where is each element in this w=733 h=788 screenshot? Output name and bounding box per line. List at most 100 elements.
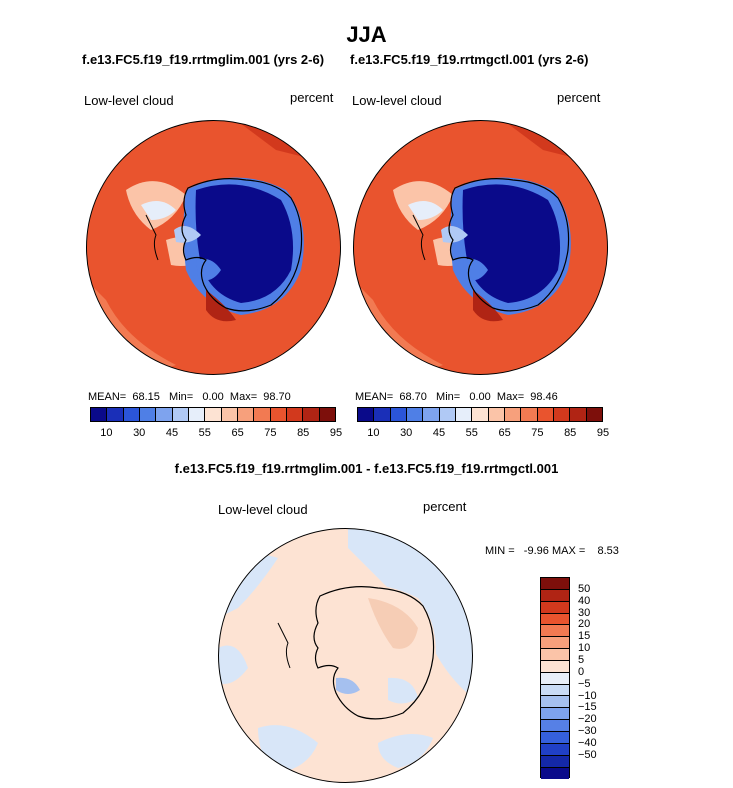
right-units-label: percent <box>557 90 601 105</box>
colorbar-swatch <box>541 767 569 780</box>
colorbar-tick-label: 45 <box>165 427 179 439</box>
colorbar-swatch <box>188 408 206 421</box>
colorbar-swatch <box>570 408 587 421</box>
left-variable-label: Low-level cloud <box>84 93 174 108</box>
right-stats: MEAN= 68.70 Min= 0.00 Max= 98.46 <box>355 391 558 403</box>
left-colorbar <box>90 407 336 422</box>
colorbar-swatch <box>541 731 569 744</box>
diff-units-label: percent <box>423 499 467 514</box>
left-panel-title: f.e13.FC5.f19_f19.rrtmglim.001 (yrs 2-6) <box>82 52 325 67</box>
right-mean-label: MEAN= <box>355 391 394 403</box>
colorbar-swatch <box>270 408 287 421</box>
right-max-label: Max= <box>496 391 525 403</box>
colorbar-swatch <box>541 601 569 614</box>
right-mean-value: 68.70 <box>399 391 427 403</box>
colorbar-swatch <box>156 408 173 421</box>
colorbar-swatch <box>586 408 602 421</box>
colorbar-tick-label: 30 <box>133 427 146 439</box>
diff-polar-map <box>218 528 473 783</box>
colorbar-swatch <box>423 408 440 421</box>
colorbar-swatch <box>541 578 569 590</box>
colorbar-swatch <box>91 408 108 421</box>
colorbar-swatch <box>390 408 407 421</box>
left-mean-label: MEAN= <box>88 391 127 403</box>
colorbar-swatch <box>139 408 157 421</box>
colorbar-swatch <box>541 708 569 721</box>
left-polar-map <box>86 120 341 375</box>
diff-colorbar <box>540 577 570 780</box>
colorbar-tick-label: −10 <box>578 689 597 702</box>
colorbar-swatch <box>254 408 271 421</box>
colorbar-tick-label: −40 <box>578 736 597 749</box>
colorbar-swatch <box>541 672 569 685</box>
colorbar-tick-label: −50 <box>578 748 597 761</box>
colorbar-swatch <box>303 408 320 421</box>
diff-panel-title: f.e13.FC5.f19_f19.rrtmglim.001 - f.e13.F… <box>174 461 559 476</box>
colorbar-swatch <box>488 408 505 421</box>
colorbar-tick-label: 65 <box>498 427 511 439</box>
colorbar-tick-label: −15 <box>578 701 597 714</box>
colorbar-swatch <box>537 408 554 421</box>
colorbar-tick-label: 65 <box>231 427 244 439</box>
colorbar-swatch <box>439 408 456 421</box>
colorbar-tick-label: 10 <box>367 427 380 439</box>
colorbar-tick-label: 55 <box>198 427 211 439</box>
colorbar-tick-label: −5 <box>578 677 591 690</box>
right-panel-title: f.e13.FC5.f19_f19.rrtmgctl.001 (yrs 2-6) <box>350 52 589 67</box>
colorbar-swatch <box>319 408 335 421</box>
colorbar-swatch <box>541 649 569 661</box>
left-min-label: Min= <box>169 391 194 403</box>
colorbar-swatch <box>172 408 189 421</box>
left-max-label: Max= <box>229 391 258 403</box>
colorbar-swatch <box>541 755 569 768</box>
right-min-label: Min= <box>436 391 461 403</box>
diff-variable-label: Low-level cloud <box>218 502 308 517</box>
colorbar-tick-label: 30 <box>578 606 591 619</box>
colorbar-swatch <box>237 408 255 421</box>
colorbar-tick-label: 45 <box>432 427 446 439</box>
colorbar-swatch <box>205 408 222 421</box>
colorbar-swatch <box>541 637 569 650</box>
colorbar-tick-label: 95 <box>596 427 610 439</box>
left-units-label: percent <box>290 90 334 105</box>
colorbar-tick-label: 55 <box>465 427 478 439</box>
colorbar-tick-label: −30 <box>578 725 597 738</box>
colorbar-tick-label: 75 <box>264 427 277 439</box>
colorbar-swatch <box>358 408 375 421</box>
right-polar-map <box>353 120 608 375</box>
right-colorbar <box>357 407 603 422</box>
colorbar-tick-label: 10 <box>100 427 113 439</box>
colorbar-swatch <box>541 720 569 732</box>
colorbar-swatch <box>541 625 569 638</box>
colorbar-tick-label: 0 <box>578 665 585 678</box>
diff-minmax-text: MIN = -9.96 MAX = 8.53 <box>485 545 619 557</box>
colorbar-tick-label: 20 <box>578 618 591 631</box>
colorbar-swatch <box>541 589 569 602</box>
left-stats: MEAN= 68.15 Min= 0.00 Max= 98.70 <box>88 391 291 403</box>
colorbar-tick-label: 75 <box>531 427 544 439</box>
colorbar-swatch <box>553 408 571 421</box>
colorbar-tick-label: 85 <box>564 427 577 439</box>
colorbar-tick-label: 50 <box>578 582 591 595</box>
colorbar-tick-label: 85 <box>297 427 310 439</box>
colorbar-swatch <box>472 408 489 421</box>
colorbar-swatch <box>107 408 124 421</box>
colorbar-swatch <box>221 408 238 421</box>
colorbar-tick-label: 40 <box>578 594 591 607</box>
colorbar-swatch <box>541 613 569 626</box>
colorbar-swatch <box>286 408 304 421</box>
colorbar-swatch <box>504 408 522 421</box>
colorbar-tick-label: −20 <box>578 713 597 726</box>
colorbar-swatch <box>541 660 569 673</box>
right-max-value: 98.46 <box>530 391 558 403</box>
colorbar-tick-label: 95 <box>329 427 343 439</box>
colorbar-tick-label: 5 <box>578 653 585 666</box>
colorbar-tick-label: 10 <box>578 642 591 655</box>
season-title: JJA <box>346 22 387 47</box>
colorbar-swatch <box>374 408 391 421</box>
right-min-value: 0.00 <box>469 391 491 403</box>
left-max-value: 98.70 <box>263 391 291 403</box>
colorbar-tick-label: 30 <box>400 427 413 439</box>
right-variable-label: Low-level cloud <box>352 93 442 108</box>
colorbar-swatch <box>541 743 569 756</box>
